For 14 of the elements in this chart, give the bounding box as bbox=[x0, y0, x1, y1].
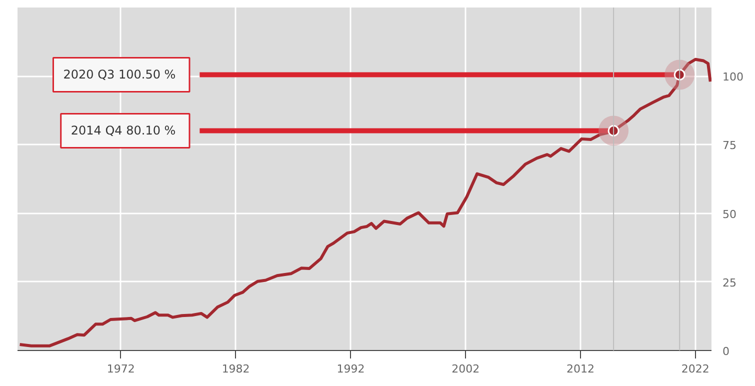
x-tick-label: 2022 bbox=[681, 362, 710, 376]
x-tick-label: 2012 bbox=[566, 362, 595, 376]
x-tick-label: 2002 bbox=[452, 362, 480, 376]
x-tick-label: 1982 bbox=[222, 362, 250, 376]
y-tick-label: 75 bbox=[722, 139, 736, 152]
line-series bbox=[18, 58, 712, 348]
y-tick-label: 50 bbox=[722, 208, 736, 221]
x-tick-label: 1992 bbox=[336, 362, 365, 376]
ref-line-label: 2014 Q4 80.10 % bbox=[70, 124, 176, 138]
x-tick-label: 1972 bbox=[106, 362, 135, 376]
y-tick-label: 25 bbox=[722, 276, 736, 290]
y-tick-label: 0 bbox=[722, 345, 730, 358]
y-tick-label: 100 bbox=[722, 70, 744, 84]
ref-line-label: 2020 Q3 100.50 % bbox=[63, 68, 176, 82]
